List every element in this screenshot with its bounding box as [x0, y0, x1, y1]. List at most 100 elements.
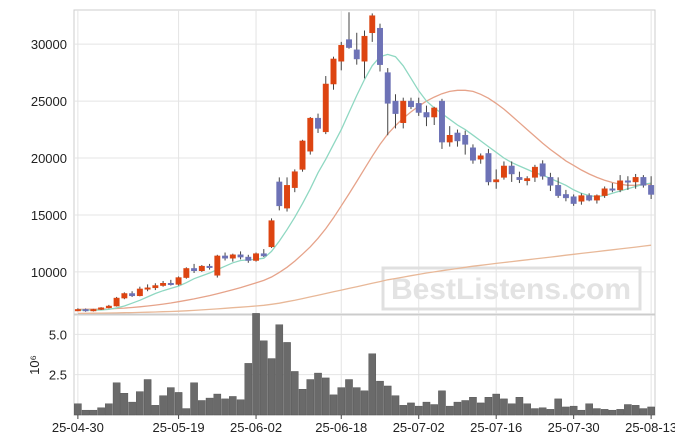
volume-bar [639, 408, 648, 416]
candle-body [268, 220, 275, 248]
volume-bar [608, 409, 617, 416]
volume-panel: 2.5 5.0 10⁶ [27, 313, 656, 416]
volume-bar [445, 405, 454, 416]
candle-body [539, 163, 546, 177]
volume-bar [391, 395, 400, 416]
candle-body [144, 287, 151, 290]
volume-bar [383, 385, 392, 416]
candle-body [129, 293, 136, 297]
ma-short-line [77, 53, 652, 311]
price-y-tick-label: 15000 [31, 208, 67, 223]
volume-bar [244, 363, 253, 416]
volume-bar [97, 407, 105, 416]
price-y-tick-label: 25000 [31, 94, 67, 109]
candle-body [500, 165, 507, 178]
candle-body [477, 155, 484, 160]
volume-bar [89, 409, 98, 416]
volume-bar [616, 409, 624, 416]
volume-bar [360, 390, 369, 416]
volume-bar [314, 372, 322, 416]
volume-y-axis: 2.5 5.0 [49, 327, 67, 382]
candle-body [555, 185, 562, 196]
candle-body [586, 195, 593, 201]
candle-body [578, 195, 585, 202]
volume-bar [345, 379, 353, 416]
candle-body [617, 180, 624, 191]
candle-body [152, 285, 159, 289]
volume-bar [136, 391, 144, 416]
price-y-tick-label: 20000 [31, 151, 67, 166]
x-tick-label: 25-08-13 [625, 420, 675, 435]
volume-bar [422, 401, 431, 416]
volume-bar [538, 407, 547, 416]
volume-bar [577, 409, 586, 416]
candle-body [431, 107, 438, 118]
candle-body [338, 45, 345, 62]
volume-bar [600, 409, 609, 416]
candle-body [593, 195, 600, 201]
ma-mid-line [77, 89, 652, 311]
volume-bar [562, 406, 570, 416]
candle-body [423, 112, 430, 118]
volume-bar [229, 396, 237, 416]
volume-bar [593, 408, 601, 416]
candle-body [74, 309, 81, 312]
candle-body [400, 100, 407, 123]
volume-y-tick-label: 2.5 [49, 368, 67, 383]
price-y-tick-label: 30000 [31, 37, 67, 52]
volume-bar [453, 401, 462, 416]
candle-body [167, 283, 174, 286]
candle-body [291, 171, 298, 188]
volume-bar [105, 403, 113, 416]
candle-body [640, 177, 647, 186]
volume-bar [407, 402, 415, 416]
volume-bar [159, 395, 167, 416]
candle-body [353, 49, 360, 60]
volume-bar [546, 409, 555, 416]
candle-body [82, 309, 89, 312]
volume-bar [647, 406, 655, 416]
volume-bar [631, 405, 640, 416]
volume-bar [414, 405, 423, 416]
candle-body [98, 307, 105, 310]
candle-body [624, 180, 631, 183]
candle-body [229, 254, 236, 259]
candle-body [377, 27, 383, 65]
candle-body [175, 277, 182, 285]
candle-body [531, 166, 538, 178]
candle-body [446, 134, 453, 143]
volume-bar [461, 400, 469, 416]
moving-average-lines [77, 53, 652, 315]
volume-bar [523, 403, 531, 416]
volume-bar [438, 390, 446, 416]
candle-body [284, 185, 290, 209]
ma-long-line [77, 244, 652, 315]
volume-bar [236, 399, 245, 416]
volume-bar [298, 388, 307, 416]
candle-body [245, 256, 252, 261]
volume-bar [329, 394, 338, 416]
candle-body [260, 253, 267, 257]
volume-bar [151, 405, 160, 416]
candle-body [516, 177, 523, 180]
candle-body [562, 194, 569, 199]
volume-bar [376, 380, 384, 416]
candle-body [462, 134, 469, 145]
candle-body [315, 117, 321, 129]
candle-body [206, 265, 213, 268]
candle-body [469, 147, 476, 161]
x-tick-label: 25-07-02 [393, 420, 445, 435]
volume-grid [74, 315, 655, 415]
volume-bar [337, 387, 346, 416]
candle-body [408, 100, 414, 108]
x-tick-label: 25-06-18 [315, 420, 367, 435]
volume-bar [182, 408, 191, 416]
candle-body [493, 179, 500, 183]
volume-bar [221, 398, 229, 416]
candle-body [648, 185, 655, 195]
candle-body [601, 188, 608, 196]
volume-bar [306, 379, 315, 416]
volume-bar [198, 400, 206, 416]
x-tick-label: 25-06-02 [230, 420, 282, 435]
candle-body [570, 196, 577, 204]
